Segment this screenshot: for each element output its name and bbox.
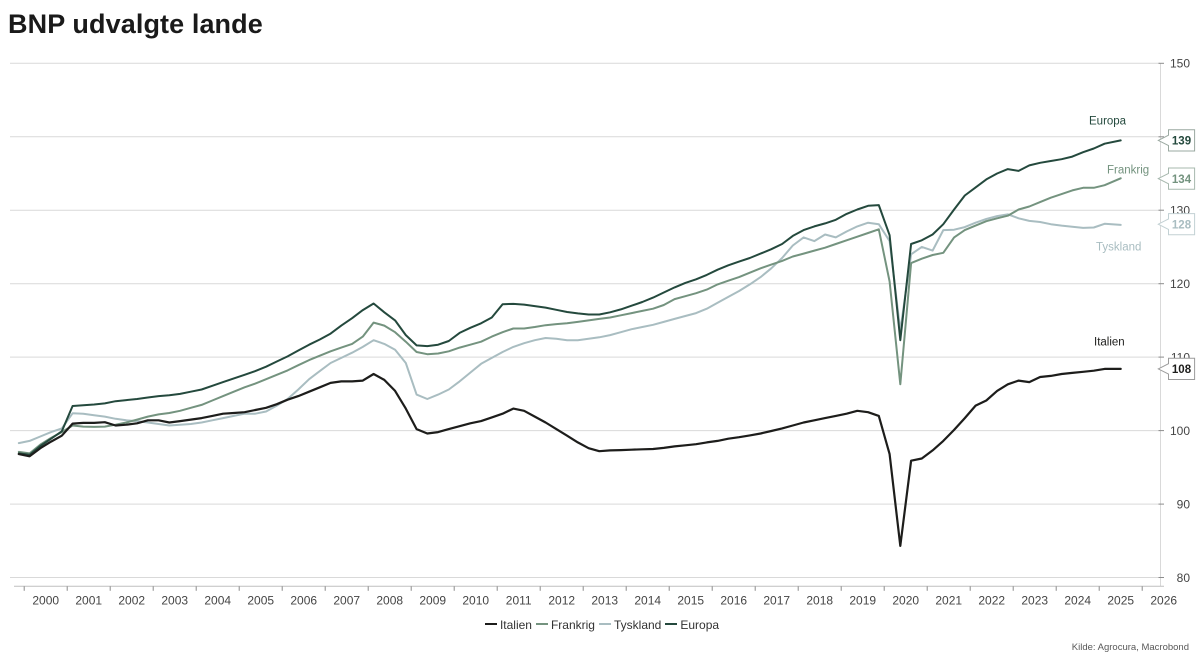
svg-text:120: 120	[1170, 277, 1190, 291]
svg-text:2021: 2021	[935, 593, 962, 607]
svg-text:2018: 2018	[806, 593, 833, 607]
svg-text:2011: 2011	[506, 593, 532, 607]
svg-text:2019: 2019	[849, 593, 876, 607]
svg-text:139: 139	[1172, 136, 1191, 148]
svg-text:100: 100	[1170, 424, 1190, 438]
svg-text:2001: 2001	[75, 593, 102, 607]
svg-text:Europa: Europa	[1089, 116, 1127, 128]
svg-text:2014: 2014	[634, 593, 661, 607]
svg-text:Italien: Italien	[1094, 337, 1125, 349]
svg-text:2026: 2026	[1150, 593, 1177, 607]
svg-text:90: 90	[1177, 498, 1191, 512]
svg-text:2010: 2010	[462, 593, 489, 607]
svg-text:2000: 2000	[32, 593, 59, 607]
svg-text:2009: 2009	[419, 593, 446, 607]
svg-text:2013: 2013	[591, 593, 618, 607]
svg-text:2016: 2016	[720, 593, 747, 607]
svg-text:2022: 2022	[978, 593, 1005, 607]
svg-text:150: 150	[1170, 57, 1190, 71]
svg-text:2023: 2023	[1021, 593, 1048, 607]
svg-text:128: 128	[1172, 219, 1192, 231]
svg-text:134: 134	[1172, 174, 1192, 186]
svg-text:108: 108	[1172, 364, 1192, 376]
svg-text:2005: 2005	[247, 593, 274, 607]
svg-text:2004: 2004	[204, 593, 231, 607]
svg-text:2008: 2008	[376, 593, 403, 607]
svg-text:2015: 2015	[677, 593, 704, 607]
svg-text:Tyskland: Tyskland	[1096, 242, 1141, 254]
svg-text:2024: 2024	[1064, 593, 1091, 607]
svg-text:2020: 2020	[892, 593, 919, 607]
svg-text:2002: 2002	[118, 593, 145, 607]
svg-text:2012: 2012	[548, 593, 575, 607]
svg-text:2007: 2007	[333, 593, 360, 607]
svg-text:Frankrig: Frankrig	[1107, 165, 1149, 177]
svg-text:2017: 2017	[763, 593, 790, 607]
svg-text:2025: 2025	[1107, 593, 1134, 607]
svg-text:80: 80	[1177, 571, 1191, 585]
svg-text:2006: 2006	[290, 593, 317, 607]
svg-text:2003: 2003	[161, 593, 188, 607]
